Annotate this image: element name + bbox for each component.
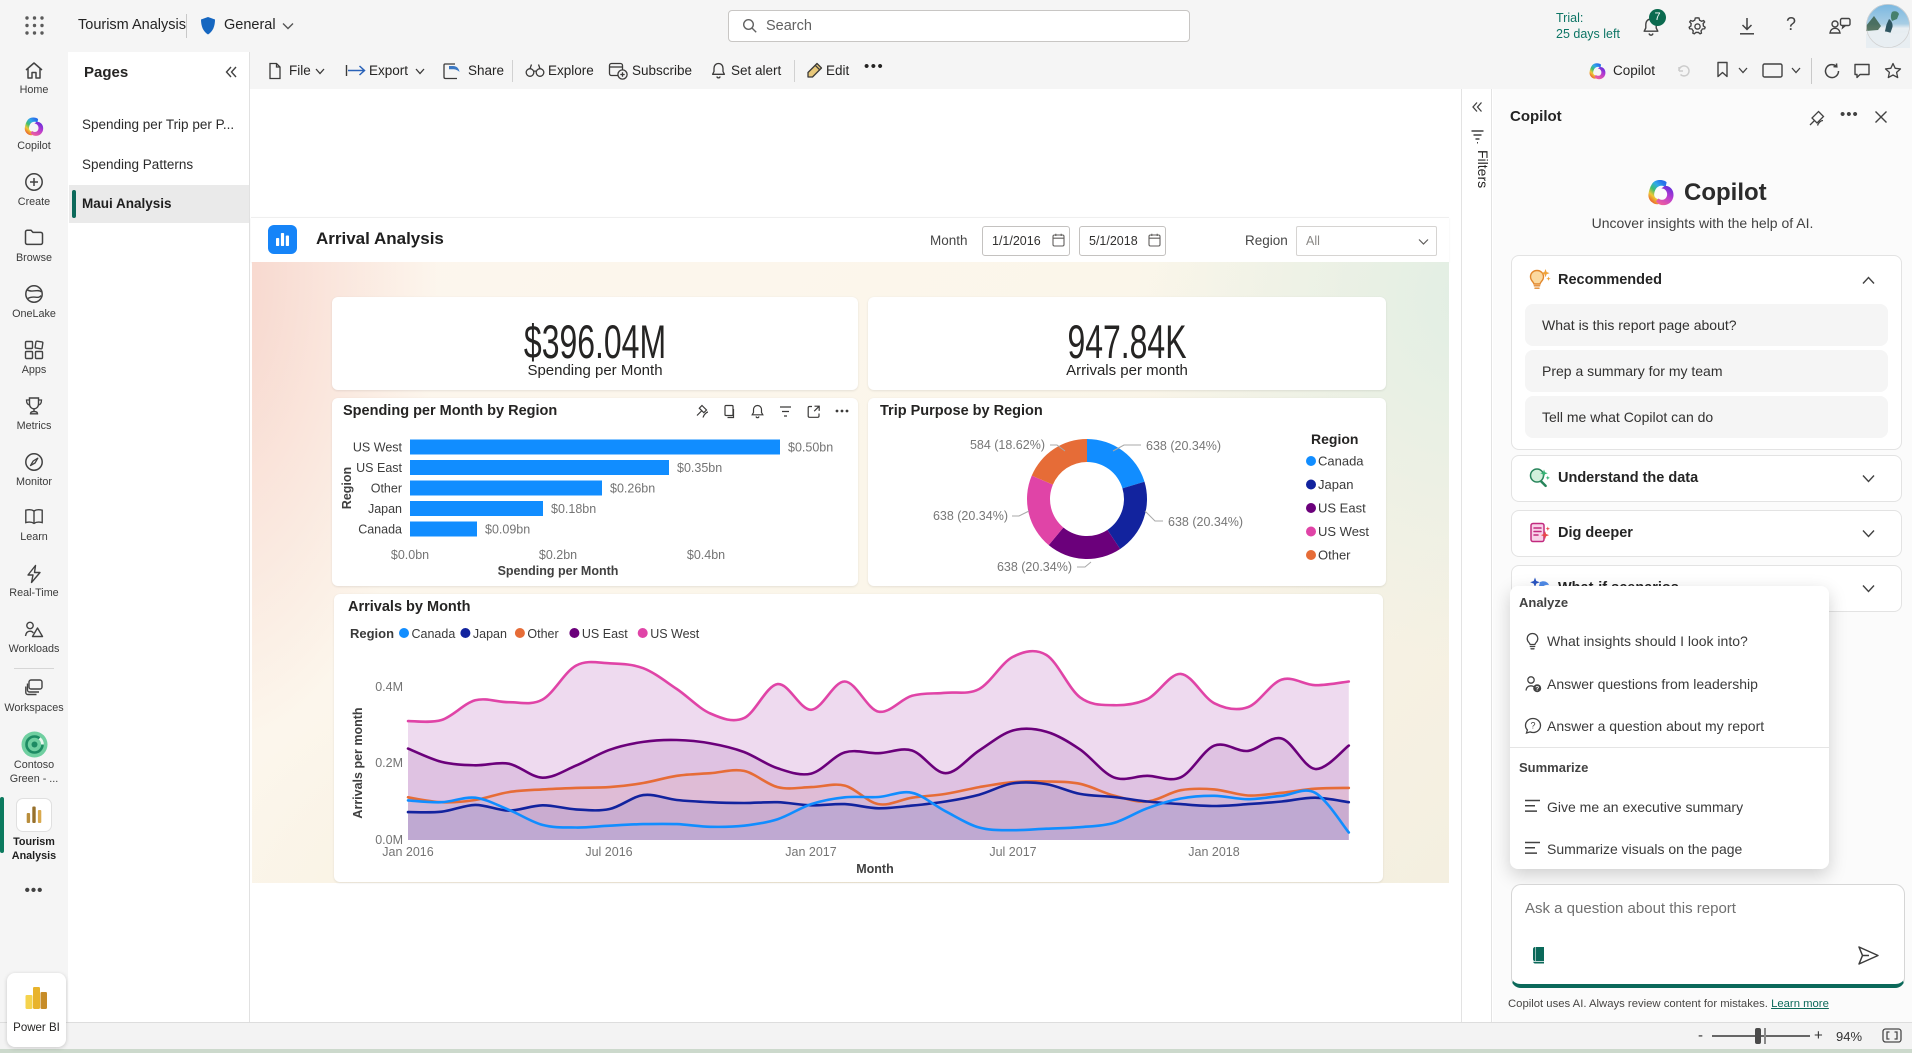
svg-text:Japan: Japan — [368, 502, 402, 516]
svg-text:Spending per Month: Spending per Month — [498, 564, 619, 578]
svg-text:US East: US East — [582, 627, 628, 641]
svg-text:Canada: Canada — [1318, 454, 1364, 469]
svg-text:638 (20.34%): 638 (20.34%) — [1168, 515, 1243, 529]
svg-text:Japan: Japan — [473, 627, 507, 641]
svg-text:$0.0bn: $0.0bn — [391, 548, 429, 562]
svg-text:$0.09bn: $0.09bn — [485, 523, 530, 537]
svg-text:Canada: Canada — [412, 627, 456, 641]
svg-text:0.0M: 0.0M — [375, 833, 403, 847]
svg-text:$0.35bn: $0.35bn — [677, 461, 722, 475]
svg-text:US West: US West — [1318, 524, 1369, 539]
svg-text:$0.50bn: $0.50bn — [788, 441, 833, 455]
svg-text:Jul 2016: Jul 2016 — [585, 845, 632, 859]
svg-text:Month: Month — [856, 862, 893, 876]
svg-text:638 (20.34%): 638 (20.34%) — [1146, 439, 1221, 453]
svg-text:Other: Other — [1318, 548, 1351, 563]
svg-text:Jan 2018: Jan 2018 — [1188, 845, 1239, 859]
svg-text:$0.18bn: $0.18bn — [551, 502, 596, 516]
svg-text:Other: Other — [527, 627, 558, 641]
svg-text:0.2M: 0.2M — [375, 756, 403, 770]
svg-text:US West: US West — [353, 441, 403, 455]
svg-text:?: ? — [1530, 721, 1535, 731]
svg-text:0.4M: 0.4M — [375, 680, 403, 694]
svg-text:$0.26bn: $0.26bn — [610, 482, 655, 496]
svg-text:584 (18.62%): 584 (18.62%) — [970, 438, 1045, 452]
svg-text:Jan 2017: Jan 2017 — [785, 845, 836, 859]
svg-text:638 (20.34%): 638 (20.34%) — [933, 509, 1008, 523]
svg-text:638 (20.34%): 638 (20.34%) — [997, 560, 1072, 574]
svg-text:US East: US East — [356, 461, 402, 475]
svg-text:Arrivals per month: Arrivals per month — [351, 707, 365, 818]
svg-text:Jul 2017: Jul 2017 — [989, 845, 1036, 859]
svg-text:Region: Region — [1311, 431, 1358, 447]
svg-text:Region: Region — [340, 467, 354, 509]
svg-text:?: ? — [1535, 686, 1539, 693]
svg-text:$0.2bn: $0.2bn — [539, 548, 577, 562]
svg-text:US East: US East — [1318, 501, 1366, 516]
svg-text:Jan 2016: Jan 2016 — [382, 845, 433, 859]
svg-text:Region: Region — [350, 626, 394, 641]
svg-text:$0.4bn: $0.4bn — [687, 548, 725, 562]
svg-text:Japan: Japan — [1318, 477, 1353, 492]
svg-text:Canada: Canada — [358, 523, 402, 537]
svg-text:US West: US West — [650, 627, 700, 641]
svg-text:Other: Other — [371, 482, 402, 496]
